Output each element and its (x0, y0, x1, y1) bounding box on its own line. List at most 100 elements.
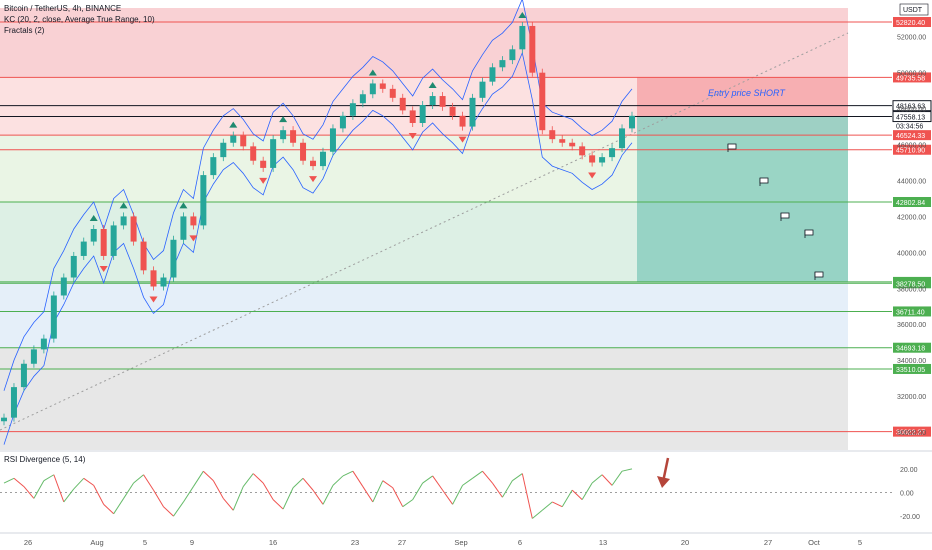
candle-body (399, 97, 406, 111)
price-level-badge (893, 342, 931, 353)
rsi-segment (412, 482, 424, 500)
candle-body (260, 160, 267, 168)
zone-band-0 (0, 8, 848, 78)
x-tick-label: 23 (351, 538, 359, 547)
flag-cloth (727, 143, 737, 150)
price-level-badge (893, 196, 931, 207)
rsi-segment (83, 477, 95, 486)
rsi-segment (63, 488, 75, 503)
candle-body (190, 216, 197, 226)
fractal-up-marker (119, 202, 128, 209)
candle-body (539, 72, 546, 131)
fractal-down-marker (149, 296, 158, 303)
rsi-segment (222, 498, 234, 511)
price-level-badge (893, 363, 931, 374)
rsi-segment (621, 468, 633, 472)
y-tick-label: 50000.00 (897, 71, 926, 78)
candle-body (150, 270, 157, 287)
rsi-segment (392, 487, 404, 507)
x-tick-label: 27 (398, 538, 406, 547)
candle-body (80, 241, 87, 256)
rsi-segment (571, 489, 583, 500)
kc-lower-band (3, 51, 633, 445)
price-level-label: 33510.05 (896, 367, 925, 374)
candle-body (469, 97, 476, 127)
candle-body (579, 146, 586, 156)
price-level-badge (893, 144, 931, 155)
candle-body (339, 115, 346, 129)
fractal-up-marker (428, 82, 437, 89)
x-tick-label: 6 (518, 538, 522, 547)
currency-badge (899, 3, 929, 16)
flag-icon (804, 229, 814, 238)
x-tick-label: 20 (681, 538, 689, 547)
candle-body (90, 229, 97, 242)
y-tick-label: 44000.00 (897, 178, 926, 185)
y-tick-label: 40000.00 (897, 250, 926, 257)
candle-body (499, 60, 506, 68)
short-stop-zone (637, 77, 848, 117)
x-tick-label: 27 (764, 538, 772, 547)
rsi-segment (552, 501, 563, 508)
rsi-segment (302, 477, 314, 491)
rsi-segment (521, 473, 533, 519)
rsi-segment (432, 475, 444, 491)
candle-body (60, 277, 67, 296)
fractals-indicator-label: Fractals (2) (4, 26, 45, 35)
candle-body (210, 157, 217, 176)
price-level-label: 46524.33 (896, 133, 925, 140)
x-tick-label: Sep (454, 538, 467, 547)
rsi-segment (203, 470, 214, 482)
candle-body (20, 363, 27, 388)
rsi-title: RSI Divergence (5, 14) (4, 455, 86, 464)
flag-cloth (780, 212, 790, 219)
rsi-segment (501, 480, 513, 498)
currency-badge-label: USDT (903, 7, 923, 14)
y-tick-label: 32000.00 (897, 394, 926, 401)
price-level-badge (892, 100, 932, 112)
candle-body (349, 103, 356, 116)
kc-indicator-label: KC (20, 2, close, Average True Range, 10… (4, 15, 155, 24)
rsi-segment (262, 482, 274, 500)
y-tick-label: 30000.00 (897, 430, 926, 437)
rsi-segment (133, 474, 144, 484)
rsi-segment (531, 509, 543, 519)
rsi-segment (113, 498, 125, 515)
x-tick-label: 26 (24, 538, 32, 547)
candle-body (310, 160, 317, 167)
rsi-tick-label: -20.00 (900, 514, 920, 521)
candle-body (419, 105, 426, 123)
y-tick-label: 42000.00 (897, 214, 926, 221)
candle-body (429, 96, 436, 106)
rsi-segment (541, 501, 553, 511)
price-level-label: 47558.13 (896, 115, 925, 122)
candle-body (160, 277, 167, 287)
price-level-label: 45710.90 (896, 148, 925, 155)
fractal-down-marker (309, 176, 318, 183)
zone-band-4 (0, 281, 848, 348)
candle-body (369, 83, 376, 95)
rsi-segment (163, 506, 174, 517)
candle-body (319, 151, 326, 167)
fractal-up-marker (179, 202, 188, 209)
price-level-badge (893, 426, 931, 437)
candle-body (280, 130, 287, 140)
price-level-label: 42802.84 (896, 200, 925, 207)
rsi-segment (123, 482, 135, 499)
x-tick-label: Oct (808, 538, 821, 547)
fractal-down-marker (458, 136, 467, 143)
rsi-segment (591, 474, 603, 484)
candle-body (619, 128, 626, 149)
rsi-segment (3, 477, 15, 484)
rsi-segment (462, 477, 473, 486)
candle-body (329, 128, 336, 152)
price-level-badge (893, 306, 931, 317)
price-level-badge (893, 17, 931, 28)
candle-body (120, 216, 127, 226)
candle-body (519, 25, 526, 50)
price-level-label: 52820.40 (896, 20, 925, 27)
symbol-label: Bitcoin / TetherUS, 4h, BINANCE (4, 4, 122, 13)
rsi-segment (43, 474, 55, 482)
candle-body (409, 110, 416, 123)
